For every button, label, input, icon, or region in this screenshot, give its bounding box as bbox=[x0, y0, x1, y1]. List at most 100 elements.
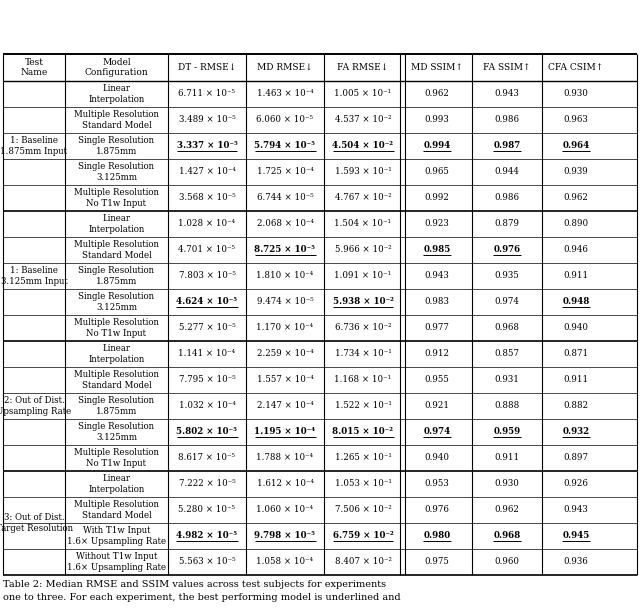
Text: 0.882: 0.882 bbox=[563, 401, 589, 411]
Text: 1.028 × 10⁻⁴: 1.028 × 10⁻⁴ bbox=[179, 220, 236, 228]
Text: 5.794 × 10⁻⁵: 5.794 × 10⁻⁵ bbox=[255, 141, 316, 151]
Text: 4.767 × 10⁻²: 4.767 × 10⁻² bbox=[335, 193, 391, 203]
Text: FA SSIM↑: FA SSIM↑ bbox=[483, 63, 531, 72]
Text: 1.810 × 10⁻⁴: 1.810 × 10⁻⁴ bbox=[257, 272, 314, 280]
Text: 2.147 × 10⁻⁴: 2.147 × 10⁻⁴ bbox=[257, 401, 314, 411]
Text: 0.943: 0.943 bbox=[495, 89, 520, 99]
Text: 6.759 × 10⁻²: 6.759 × 10⁻² bbox=[333, 531, 394, 540]
Text: With T1w Input
1.6× Upsampling Rate: With T1w Input 1.6× Upsampling Rate bbox=[67, 526, 166, 546]
Text: 1.557 × 10⁻⁴: 1.557 × 10⁻⁴ bbox=[257, 376, 314, 384]
Text: FA RMSE↓: FA RMSE↓ bbox=[337, 63, 388, 72]
Text: 0.962: 0.962 bbox=[564, 193, 588, 203]
Text: Single Resolution
1.875mm: Single Resolution 1.875mm bbox=[79, 136, 154, 155]
Text: 2.259 × 10⁻⁴: 2.259 × 10⁻⁴ bbox=[257, 349, 314, 359]
Text: Test
Name: Test Name bbox=[20, 58, 47, 77]
Text: 1.463 × 10⁻⁴: 1.463 × 10⁻⁴ bbox=[257, 89, 314, 99]
Text: 8.617 × 10⁻⁵: 8.617 × 10⁻⁵ bbox=[179, 453, 236, 463]
Text: 1: Baseline
1.875mm Input: 1: Baseline 1.875mm Input bbox=[1, 136, 67, 155]
Text: 0.930: 0.930 bbox=[564, 89, 588, 99]
Text: 0.953: 0.953 bbox=[424, 479, 449, 488]
Text: 0.936: 0.936 bbox=[564, 558, 588, 567]
Text: 0.994: 0.994 bbox=[424, 141, 451, 151]
Text: 1.265 × 10⁻¹: 1.265 × 10⁻¹ bbox=[335, 453, 392, 463]
Text: 1.504 × 10⁻¹: 1.504 × 10⁻¹ bbox=[335, 220, 392, 228]
Text: 0.857: 0.857 bbox=[495, 349, 520, 359]
Text: Multiple Resolution
No T1w Input: Multiple Resolution No T1w Input bbox=[74, 449, 159, 468]
Text: 5.277 × 10⁻⁵: 5.277 × 10⁻⁵ bbox=[179, 324, 236, 332]
Text: MD RMSE↓: MD RMSE↓ bbox=[257, 63, 313, 72]
Text: 0.948: 0.948 bbox=[563, 297, 589, 307]
Text: 6.711 × 10⁻⁵: 6.711 × 10⁻⁵ bbox=[179, 89, 236, 99]
Text: 0.964: 0.964 bbox=[563, 141, 589, 151]
Text: 1.141 × 10⁻⁴: 1.141 × 10⁻⁴ bbox=[179, 349, 236, 359]
Text: 0.897: 0.897 bbox=[563, 453, 589, 463]
Text: 0.977: 0.977 bbox=[424, 324, 449, 332]
Text: 1.005 × 10⁻¹: 1.005 × 10⁻¹ bbox=[335, 89, 392, 99]
Text: 1.725 × 10⁻⁴: 1.725 × 10⁻⁴ bbox=[257, 168, 314, 176]
Text: 6.060 × 10⁻⁵: 6.060 × 10⁻⁵ bbox=[257, 116, 314, 124]
Text: Single Resolution
3.125mm: Single Resolution 3.125mm bbox=[79, 422, 154, 442]
Text: 0.932: 0.932 bbox=[563, 428, 589, 436]
Text: 0.888: 0.888 bbox=[494, 401, 520, 411]
Text: 0.980: 0.980 bbox=[424, 531, 451, 540]
Text: 0.974: 0.974 bbox=[495, 297, 520, 307]
Text: Multiple Resolution
Standard Model: Multiple Resolution Standard Model bbox=[74, 241, 159, 259]
Text: 6.736 × 10⁻²: 6.736 × 10⁻² bbox=[335, 324, 391, 332]
Text: 6.744 × 10⁻⁵: 6.744 × 10⁻⁵ bbox=[257, 193, 314, 203]
Text: Multiple Resolution
No T1w Input: Multiple Resolution No T1w Input bbox=[74, 188, 159, 207]
Text: Single Resolution
1.875mm: Single Resolution 1.875mm bbox=[79, 266, 154, 286]
Text: Multiple Resolution
Standard Model: Multiple Resolution Standard Model bbox=[74, 500, 159, 520]
Text: 0.986: 0.986 bbox=[495, 116, 520, 124]
Text: 0.975: 0.975 bbox=[424, 558, 449, 567]
Text: Multiple Resolution
Standard Model: Multiple Resolution Standard Model bbox=[74, 370, 159, 390]
Text: 1.060 × 10⁻⁴: 1.060 × 10⁻⁴ bbox=[257, 506, 314, 515]
Text: Single Resolution
1.875mm: Single Resolution 1.875mm bbox=[79, 397, 154, 416]
Text: 0.945: 0.945 bbox=[563, 531, 589, 540]
Text: 0.986: 0.986 bbox=[495, 193, 520, 203]
Text: 0.946: 0.946 bbox=[564, 245, 588, 255]
Text: 0.968: 0.968 bbox=[493, 531, 520, 540]
Text: 1.032 × 10⁻⁴: 1.032 × 10⁻⁴ bbox=[179, 401, 236, 411]
Text: 4.982 × 10⁻⁵: 4.982 × 10⁻⁵ bbox=[177, 531, 237, 540]
Text: 0.962: 0.962 bbox=[495, 506, 520, 515]
Text: 0.890: 0.890 bbox=[563, 220, 589, 228]
Text: 9.798 × 10⁻⁵: 9.798 × 10⁻⁵ bbox=[255, 531, 316, 540]
Text: 8.015 × 10⁻²: 8.015 × 10⁻² bbox=[333, 428, 394, 436]
Text: 8.725 × 10⁻⁵: 8.725 × 10⁻⁵ bbox=[255, 245, 316, 255]
Text: 1.427 × 10⁻⁴: 1.427 × 10⁻⁴ bbox=[179, 168, 236, 176]
Text: 5.938 × 10⁻²: 5.938 × 10⁻² bbox=[333, 297, 394, 307]
Text: 1.788 × 10⁻⁴: 1.788 × 10⁻⁴ bbox=[257, 453, 314, 463]
Text: 4.504 × 10⁻²: 4.504 × 10⁻² bbox=[333, 141, 394, 151]
Text: 0.955: 0.955 bbox=[424, 376, 449, 384]
Text: 0.926: 0.926 bbox=[564, 479, 588, 488]
Text: 1.522 × 10⁻¹: 1.522 × 10⁻¹ bbox=[335, 401, 392, 411]
Text: 5.802 × 10⁻⁵: 5.802 × 10⁻⁵ bbox=[177, 428, 237, 436]
Text: 0.976: 0.976 bbox=[493, 245, 520, 255]
Text: 0.940: 0.940 bbox=[563, 324, 589, 332]
Text: 8.407 × 10⁻²: 8.407 × 10⁻² bbox=[335, 558, 392, 567]
Text: 0.871: 0.871 bbox=[563, 349, 589, 359]
Text: 1.593 × 10⁻¹: 1.593 × 10⁻¹ bbox=[335, 168, 392, 176]
Text: 0.930: 0.930 bbox=[495, 479, 520, 488]
Text: 4.624 × 10⁻⁵: 4.624 × 10⁻⁵ bbox=[177, 297, 237, 307]
Text: 0.911: 0.911 bbox=[563, 272, 589, 280]
Text: 7.222 × 10⁻⁵: 7.222 × 10⁻⁵ bbox=[179, 479, 236, 488]
Text: 0.992: 0.992 bbox=[424, 193, 449, 203]
Text: 0.968: 0.968 bbox=[495, 324, 520, 332]
Text: Linear
Interpolation: Linear Interpolation bbox=[88, 214, 145, 234]
Text: one to three. For each experiment, the best performing model is underlined and: one to three. For each experiment, the b… bbox=[3, 593, 401, 602]
Text: Multiple Resolution
No T1w Input: Multiple Resolution No T1w Input bbox=[74, 318, 159, 338]
Text: 1.053 × 10⁻¹: 1.053 × 10⁻¹ bbox=[335, 479, 392, 488]
Text: DT - RMSE↓: DT - RMSE↓ bbox=[178, 63, 236, 72]
Text: Single Resolution
3.125mm: Single Resolution 3.125mm bbox=[79, 293, 154, 312]
Text: Linear
Interpolation: Linear Interpolation bbox=[88, 345, 145, 364]
Text: Linear
Interpolation: Linear Interpolation bbox=[88, 474, 145, 494]
Text: 0.939: 0.939 bbox=[564, 168, 588, 176]
Text: Without T1w Input
1.6× Upsampling Rate: Without T1w Input 1.6× Upsampling Rate bbox=[67, 552, 166, 572]
Text: 0.985: 0.985 bbox=[424, 245, 451, 255]
Text: 0.912: 0.912 bbox=[424, 349, 449, 359]
Text: 0.911: 0.911 bbox=[495, 453, 520, 463]
Text: 5.966 × 10⁻²: 5.966 × 10⁻² bbox=[335, 245, 391, 255]
Text: 0.963: 0.963 bbox=[564, 116, 588, 124]
Text: 1.734 × 10⁻¹: 1.734 × 10⁻¹ bbox=[335, 349, 392, 359]
